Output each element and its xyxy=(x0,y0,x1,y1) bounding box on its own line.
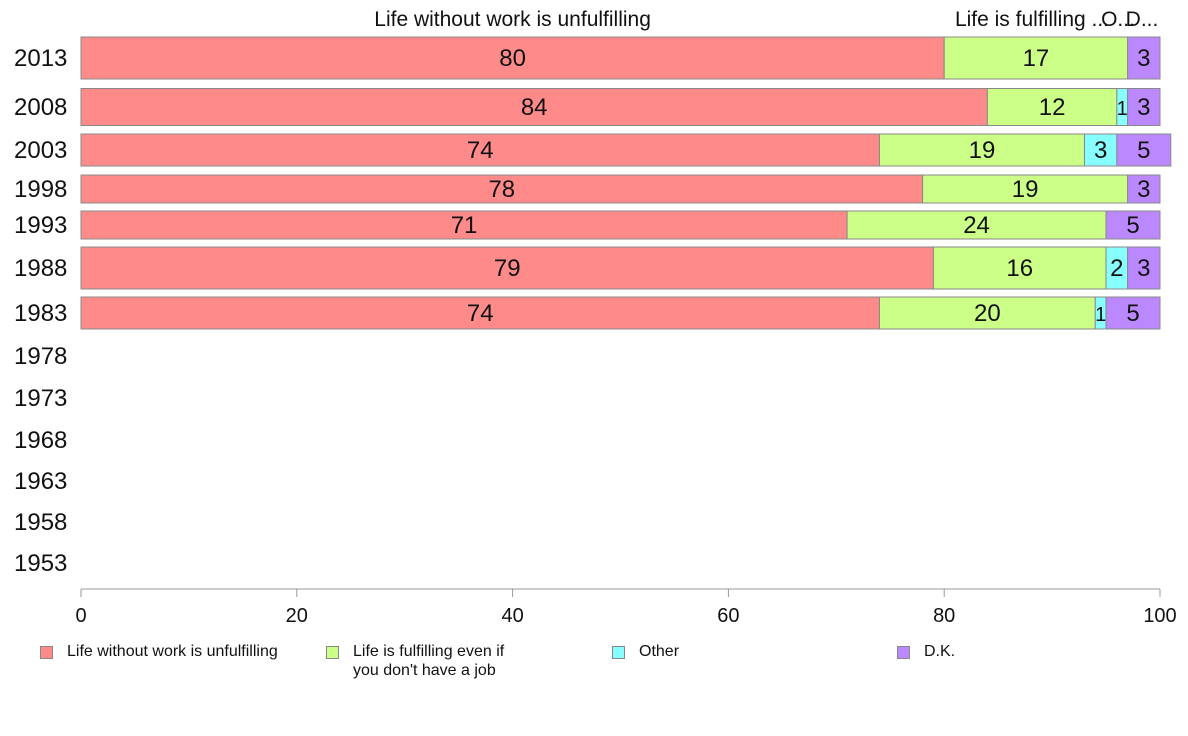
x-tick-label-40: 40 xyxy=(501,605,523,627)
bar-2008-series-1 xyxy=(986,88,1118,126)
y-label-1973: 1973 xyxy=(14,385,67,412)
bar-label-1983-series-0: 74 xyxy=(467,300,494,327)
y-label-2008: 2008 xyxy=(14,94,67,121)
bar-label-2013-series-1: 17 xyxy=(1023,45,1050,72)
legend-item-other: Other xyxy=(612,638,679,661)
y-label-1983: 1983 xyxy=(14,300,67,327)
y-label-1978: 1978 xyxy=(14,343,67,370)
bar-label-2008-series-1: 12 xyxy=(1039,94,1066,121)
bar-label-1983-series-3: 5 xyxy=(1126,300,1139,327)
y-label-1958: 1958 xyxy=(14,509,67,536)
top-header-2: O... xyxy=(1101,8,1135,31)
bar-label-1983-series-2: 1 xyxy=(1095,304,1106,326)
legend-swatch-dk xyxy=(897,646,910,659)
x-tick-label-20: 20 xyxy=(286,605,308,627)
bar-2003-series-3 xyxy=(1116,133,1172,167)
legend-label-other: Other xyxy=(639,643,680,660)
y-axis-labels: 2013 2008 2003 1998 1993 1988 1983 1978 1973 1968… xyxy=(14,45,67,577)
legend-label-unfulfilling: Life without work is unfulfilling xyxy=(67,643,278,660)
bar-1988-series-3 xyxy=(1127,246,1161,290)
legend-item-unfulfilling: Life without work is unfulfilling xyxy=(40,638,278,661)
bar-label-2008-series-0: 84 xyxy=(521,94,548,121)
legend-swatch-unfulfilling xyxy=(40,646,53,659)
bar-1998-series-3 xyxy=(1127,174,1161,204)
bar-1993-series-3 xyxy=(1105,210,1161,240)
bar-2003-series-2 xyxy=(1083,133,1118,167)
bar-1993-series-0 xyxy=(80,210,848,240)
bar-label-1988-series-1: 16 xyxy=(1006,255,1033,282)
x-tick-label-60: 60 xyxy=(717,605,739,627)
bar-1983-series-3 xyxy=(1105,296,1161,330)
y-label-2003: 2003 xyxy=(14,137,67,164)
bar-label-2003-series-3: 5 xyxy=(1137,137,1150,164)
x-tick-label-80: 80 xyxy=(933,605,955,627)
bar-label-1993-series-0: 71 xyxy=(451,212,478,239)
bar-label-1993-series-3: 5 xyxy=(1126,212,1139,239)
bar-1988-series-0 xyxy=(80,246,934,290)
y-label-1953: 1953 xyxy=(14,550,67,577)
legend-label-dk: D.K. xyxy=(924,643,956,660)
bar-label-2003-series-2: 3 xyxy=(1094,137,1107,164)
bar-label-1998-series-3: 3 xyxy=(1137,176,1150,203)
top-header-3: D... xyxy=(1126,8,1159,31)
x-tick-label-100: 100 xyxy=(1143,605,1176,627)
bar-1993-series-1 xyxy=(846,210,1107,240)
bar-2008-series-3 xyxy=(1127,88,1161,126)
y-label-1993: 1993 xyxy=(14,212,67,239)
bar-label-2008-series-2: 1 xyxy=(1117,98,1128,120)
x-tick-label-0: 0 xyxy=(75,605,86,627)
bar-label-2008-series-3: 3 xyxy=(1137,94,1150,121)
legend-item-dk: D.K. xyxy=(897,638,955,661)
bar-2003-series-0 xyxy=(80,133,880,167)
legend: Life without work is unfulfilling Life i… xyxy=(0,638,1188,698)
legend-swatch-fulfilling xyxy=(326,646,339,659)
bar-label-1993-series-1: 24 xyxy=(963,212,990,239)
x-axis: 0 20 40 60 80 100 xyxy=(75,588,1177,627)
bar-label-2003-series-1: 19 xyxy=(969,137,996,164)
y-label-1998: 1998 xyxy=(14,176,67,203)
legend-item-fulfilling: Life is fulfilling even if you don't hav… xyxy=(326,638,504,680)
bar-2013-series-1 xyxy=(943,36,1129,80)
bar-label-1988-series-3: 3 xyxy=(1137,255,1150,282)
bar-1988-series-1 xyxy=(932,246,1107,290)
top-headers: Life without work is unfulfilling Life is… xyxy=(374,8,1158,31)
bar-label-1998-series-1: 19 xyxy=(1012,176,1039,203)
bars: 80 17 384 12 1 374 19 3 578 19 371 24 579 16 2 374 20 1 5 xyxy=(80,36,1172,330)
bar-label-2003-series-0: 74 xyxy=(467,137,494,164)
bar-label-1988-series-2: 2 xyxy=(1110,255,1123,282)
bar-2003-series-1 xyxy=(878,133,1085,167)
bar-2013-series-3 xyxy=(1127,36,1161,80)
bar-1983-series-0 xyxy=(80,296,880,330)
top-header-1: Life is fulfilling ... xyxy=(955,8,1109,31)
bar-1998-series-0 xyxy=(80,174,924,204)
bar-1983-series-1 xyxy=(878,296,1096,330)
y-label-2013: 2013 xyxy=(14,45,67,72)
top-header-0: Life without work is unfulfilling xyxy=(374,8,651,31)
bar-label-1998-series-0: 78 xyxy=(488,176,515,203)
legend-swatch-other xyxy=(612,646,625,659)
bar-1998-series-1 xyxy=(922,174,1129,204)
bar-label-2013-series-0: 80 xyxy=(499,45,526,72)
y-label-1968: 1968 xyxy=(14,427,67,454)
y-label-1963: 1963 xyxy=(14,468,67,495)
legend-label-fulfilling: Life is fulfilling even if you don't hav… xyxy=(353,643,505,679)
bar-label-1983-series-1: 20 xyxy=(974,300,1001,327)
bar-label-2013-series-3: 3 xyxy=(1137,45,1150,72)
bar-label-1988-series-0: 79 xyxy=(494,255,521,282)
y-label-1988: 1988 xyxy=(14,255,67,282)
